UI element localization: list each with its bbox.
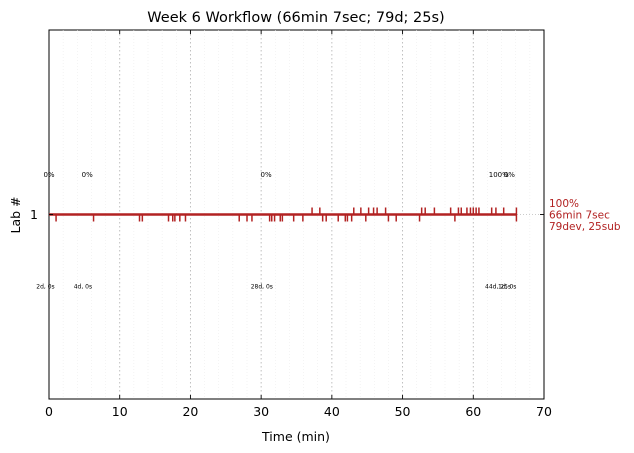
top-annotation: 0% [504, 171, 515, 179]
bottom-annotation: 44d, 25s [485, 284, 511, 291]
bottom-annotation: 4d, 0s [74, 284, 92, 291]
x-tick-label: 50 [395, 404, 411, 419]
x-tick-label: 20 [182, 404, 198, 419]
top-annotation: 0% [82, 171, 93, 179]
chart-title: Week 6 Workflow (66min 7sec; 79d; 25s) [147, 10, 444, 26]
bottom-annotation: 28d, 0s [251, 284, 273, 291]
top-annotations: 0% 0% 0% 100%0% [43, 171, 515, 179]
bottom-annotation: 2d, 0s [36, 284, 54, 291]
x-axis-ticks: 0 10 20 30 40 50 60 70 [45, 30, 552, 419]
y-axis-ticks: 1 [30, 207, 544, 222]
y-tick-label: 1 [30, 207, 38, 222]
bottom-annotation: 1d, 0s [498, 284, 516, 291]
x-axis-label: Time (min) [261, 429, 330, 444]
x-tick-label: 40 [324, 404, 340, 419]
right-annotation-line: 79dev, 25sub [549, 221, 621, 233]
x-tick-label: 30 [253, 404, 269, 419]
y-axis-label: Lab # [8, 196, 23, 233]
top-annotation: 0% [261, 171, 272, 179]
x-tick-label: 70 [536, 404, 552, 419]
right-annotation-line: 100% [549, 198, 579, 210]
x-tick-label: 60 [465, 404, 481, 419]
top-annotation: 0% [43, 171, 54, 179]
event-ticks [55, 207, 518, 222]
x-tick-label: 10 [112, 404, 128, 419]
x-tick-label: 0 [45, 404, 53, 419]
right-annotation-line: 66min 7sec [549, 210, 610, 222]
plot-area: 0% 0% 0% 100%0% 2d, 0s 4d, 0s 28d, 0s 44d, 25s… [36, 29, 545, 400]
top-annotation: 100% [489, 171, 509, 179]
